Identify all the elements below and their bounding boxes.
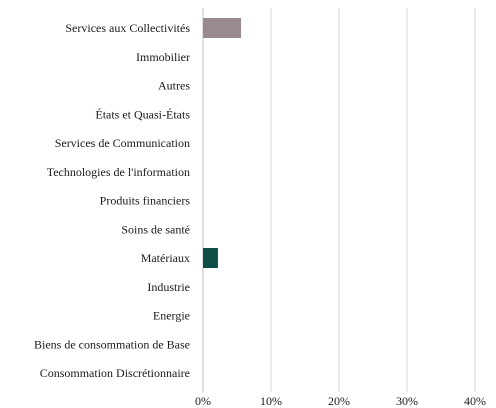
x-tick-labels: 0% 10% 20% 30% 40% xyxy=(195,394,486,408)
bar xyxy=(203,18,242,38)
x-tick-label: 40% xyxy=(464,394,486,408)
category-label: Matériaux xyxy=(141,251,190,265)
bar xyxy=(203,248,218,268)
gridlines xyxy=(202,8,476,392)
bars xyxy=(203,18,242,268)
x-tick-label: 0% xyxy=(195,394,211,408)
category-label: Consommation Discrétionnaire xyxy=(40,366,190,380)
category-label: Immobilier xyxy=(136,50,190,64)
category-label: Services de Communication xyxy=(55,136,190,150)
category-labels: Services aux Collectivités Immobilier Autr… xyxy=(34,21,190,380)
category-label: Technologies de l'information xyxy=(47,165,190,179)
category-label: Autres xyxy=(158,79,190,93)
category-label: Services aux Collectivités xyxy=(65,21,190,35)
x-tick-label: 10% xyxy=(260,394,282,408)
x-tick-label: 20% xyxy=(328,394,350,408)
x-tick-label: 30% xyxy=(396,394,418,408)
category-label: Energie xyxy=(153,309,190,323)
category-label: Industrie xyxy=(147,280,190,294)
category-label: Soins de santé xyxy=(121,222,190,236)
category-label: États et Quasi-États xyxy=(95,107,190,121)
category-label: Biens de consommation de Base xyxy=(34,337,190,351)
category-label: Produits financiers xyxy=(100,194,191,208)
